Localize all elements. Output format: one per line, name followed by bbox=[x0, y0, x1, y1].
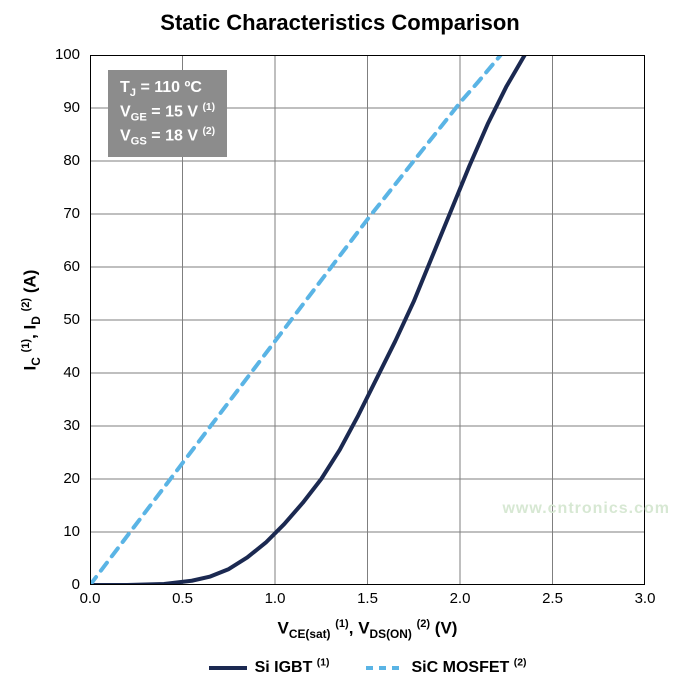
x-tick: 0.0 bbox=[65, 590, 115, 607]
x-tick: 3.0 bbox=[620, 590, 670, 607]
y-tick: 40 bbox=[40, 364, 80, 381]
y-tick: 10 bbox=[40, 523, 80, 540]
x-axis-label: VCE(sat) (1), VDS(ON) (2) (V) bbox=[90, 618, 645, 641]
x-tick: 2.0 bbox=[435, 590, 485, 607]
x-tick: 1.5 bbox=[343, 590, 393, 607]
x-tick: 1.0 bbox=[250, 590, 300, 607]
chart-container: Static Characteristics Comparison IC (1)… bbox=[0, 0, 680, 697]
conditions-annotation: TJ = 110 ºCVGE = 15 V (1)VGS = 18 V (2) bbox=[108, 70, 227, 157]
legend-label: SiC MOSFET (2) bbox=[412, 659, 527, 676]
y-tick: 80 bbox=[40, 152, 80, 169]
legend: Si IGBT (1) SiC MOSFET (2) bbox=[90, 658, 645, 677]
annotation-line: VGE = 15 V (1) bbox=[120, 101, 215, 125]
y-tick: 100 bbox=[40, 46, 80, 63]
chart-title: Static Characteristics Comparison bbox=[0, 10, 680, 36]
watermark: www.cntronics.com bbox=[502, 500, 670, 518]
annotation-line: VGS = 18 V (2) bbox=[120, 125, 215, 149]
y-tick: 30 bbox=[40, 417, 80, 434]
y-tick: 70 bbox=[40, 205, 80, 222]
x-tick: 0.5 bbox=[158, 590, 208, 607]
legend-swatch bbox=[366, 664, 404, 672]
y-tick: 90 bbox=[40, 99, 80, 116]
legend-item: Si IGBT (1) bbox=[209, 658, 330, 677]
y-tick: 50 bbox=[40, 311, 80, 328]
y-tick: 20 bbox=[40, 470, 80, 487]
annotation-line: TJ = 110 ºC bbox=[120, 78, 215, 101]
legend-swatch bbox=[209, 666, 247, 670]
legend-label: Si IGBT (1) bbox=[255, 659, 330, 676]
legend-item: SiC MOSFET (2) bbox=[366, 658, 527, 677]
y-tick: 60 bbox=[40, 258, 80, 275]
x-tick: 2.5 bbox=[528, 590, 578, 607]
